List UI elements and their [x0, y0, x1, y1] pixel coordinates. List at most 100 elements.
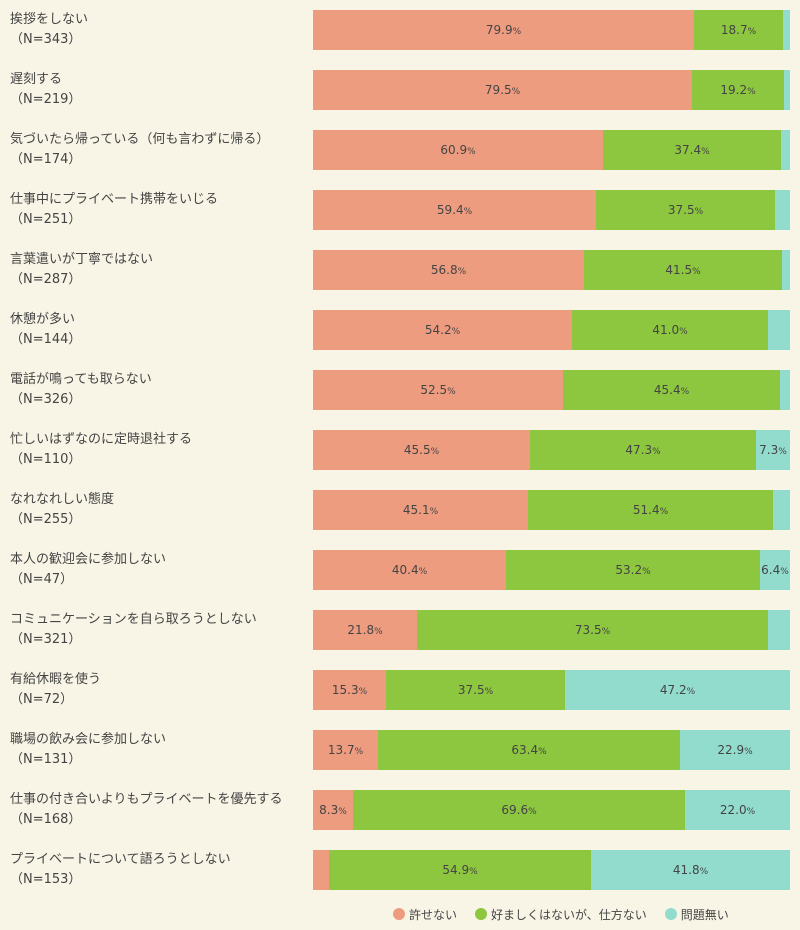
- data-label-value: 69.6: [501, 803, 529, 817]
- bar-segment-tolerable: [563, 370, 780, 410]
- data-label-value: 7.3: [759, 443, 779, 457]
- category-label: コミュニケーションを自ら取ろうとしない （N=321）: [10, 610, 257, 650]
- data-label-unit: %: [694, 207, 704, 217]
- category-label: 気づいたら帰っている（何も言わずに帰る） （N=174）: [10, 130, 269, 170]
- data-label-unforgivable: 52.5%: [313, 370, 563, 410]
- data-label-value: 37.5: [667, 203, 695, 217]
- category-name: なれなれしい態度: [10, 492, 115, 507]
- data-label-value: 45.1: [402, 503, 430, 517]
- bar-segment-unforgivable: [313, 670, 386, 710]
- data-label-value: 41.0: [652, 323, 680, 337]
- data-label-unit: %: [418, 567, 428, 577]
- bar-segment-tolerable: [694, 10, 783, 50]
- bar-segment-unforgivable: [313, 790, 353, 830]
- data-label-value: 19.2: [720, 83, 748, 97]
- bar-segment-tolerable: [528, 490, 773, 530]
- data-label-unit: %: [447, 387, 456, 397]
- data-label-value: 6.4: [761, 563, 781, 577]
- category-sample-size: （N=168）: [10, 812, 82, 827]
- data-label-unforgivable: 45.1%: [313, 490, 528, 530]
- bar-segment-no-problem: [768, 610, 790, 650]
- data-label-unit: %: [699, 867, 709, 877]
- bar-segment-unforgivable: [313, 10, 694, 50]
- legend-label-unforgivable: 許せない: [409, 907, 458, 922]
- data-label-unforgivable: 40.4%: [313, 550, 506, 590]
- data-label-value: 13.7: [327, 743, 355, 757]
- category-label: 職場の飲み会に参加しない （N=131）: [10, 730, 166, 770]
- data-label-unit: %: [601, 627, 611, 637]
- data-label-tolerable: 19.2%: [692, 70, 784, 110]
- category-sample-size: （N=110）: [10, 452, 82, 467]
- category-name: 遅刻する: [10, 72, 63, 87]
- bar-segment-unforgivable: [313, 730, 378, 770]
- data-label-unit: %: [686, 687, 696, 697]
- bar-segment-tolerable: [386, 670, 565, 710]
- data-label-unforgivable: 13.7%: [313, 730, 378, 770]
- data-label-value: 8.3: [319, 803, 339, 817]
- data-label-tolerable: 53.2%: [506, 550, 760, 590]
- legend-dot-unforgivable: [393, 908, 405, 920]
- data-label-value: 54.2: [424, 323, 452, 337]
- data-label-unit: %: [680, 387, 690, 397]
- data-label-value: 22.9: [717, 743, 745, 757]
- category-label: 遅刻する （N=219）: [10, 70, 81, 110]
- data-label-tolerable: 69.6%: [353, 790, 685, 830]
- data-label-unit: %: [679, 327, 688, 337]
- data-label-value: 22.0: [719, 803, 747, 817]
- data-label-unforgivable: 8.3%: [313, 790, 353, 830]
- data-label-unit: %: [512, 27, 522, 37]
- data-label-unit: %: [338, 807, 347, 817]
- data-label-value: 41.8: [672, 863, 700, 877]
- bar-segment-tolerable: [530, 430, 756, 470]
- category-label: なれなれしい態度 （N=255）: [10, 490, 114, 530]
- category-label: 休憩が多い （N=144）: [10, 310, 81, 350]
- data-label-unit: %: [659, 507, 669, 517]
- data-label-unit: %: [354, 747, 364, 757]
- data-label-unit: %: [744, 747, 753, 757]
- bar-segment-no-problem: [756, 430, 790, 470]
- data-label-no-problem: 22.0%: [685, 790, 790, 830]
- data-label-tolerable: 37.5%: [386, 670, 565, 710]
- data-label-value: 79.9: [485, 23, 513, 37]
- category-name: 有給休暇を使う: [10, 672, 102, 687]
- bar-segment-tolerable: [417, 610, 768, 650]
- bar-segment-no-problem: [780, 370, 790, 410]
- data-label-unit: %: [430, 447, 440, 457]
- category-sample-size: （N=72）: [10, 692, 74, 707]
- category-sample-size: （N=321）: [10, 632, 82, 647]
- data-label-unit: %: [429, 507, 439, 517]
- data-label-tolerable: 45.4%: [563, 370, 780, 410]
- data-label-unit: %: [778, 447, 787, 457]
- category-label: プライベートについて語ろうとしない （N=153）: [10, 850, 231, 890]
- bar-segment-unforgivable: [313, 310, 572, 350]
- data-label-tolerable: 63.4%: [378, 730, 680, 770]
- data-label-value: 45.5: [403, 443, 431, 457]
- category-name: 気づいたら帰っている（何も言わずに帰る）: [10, 132, 270, 147]
- data-label-no-problem: 41.8%: [591, 850, 790, 890]
- data-label-value: 52.5: [420, 383, 448, 397]
- data-label-unit: %: [374, 627, 383, 637]
- data-label-value: 47.3: [625, 443, 653, 457]
- category-name: 忙しいはずなのに定時退社する: [10, 432, 193, 447]
- bar-segment-tolerable: [378, 730, 680, 770]
- legend-dot-tolerable: [475, 908, 488, 920]
- category-name: 本人の歓迎会に参加しない: [10, 552, 167, 567]
- data-label-tolerable: 73.5%: [417, 610, 768, 650]
- data-label-tolerable: 41.0%: [572, 310, 768, 350]
- data-label-unit: %: [511, 87, 521, 97]
- data-label-no-problem: 22.9%: [680, 730, 790, 770]
- category-sample-size: （N=219）: [10, 92, 82, 107]
- category-label: 仕事の付き合いよりもプライベートを優先する （N=168）: [10, 790, 282, 830]
- bar-segment-unforgivable: [313, 490, 528, 530]
- bar-segment-no-problem: [775, 190, 790, 230]
- bar-segment-unforgivable: [313, 370, 563, 410]
- data-label-value: 56.8: [430, 263, 458, 277]
- data-label-unit: %: [358, 687, 368, 697]
- category-sample-size: （N=153）: [10, 872, 82, 887]
- category-name: 仕事中にプライベート携帯をいじる: [10, 192, 219, 207]
- data-label-value: 37.4: [674, 143, 702, 157]
- category-name: プライベートについて語ろうとしない: [10, 852, 231, 867]
- data-label-no-problem: 47.2%: [565, 670, 790, 710]
- bar-segment-tolerable: [572, 310, 768, 350]
- legend-item-unforgivable: 許せない: [393, 906, 457, 923]
